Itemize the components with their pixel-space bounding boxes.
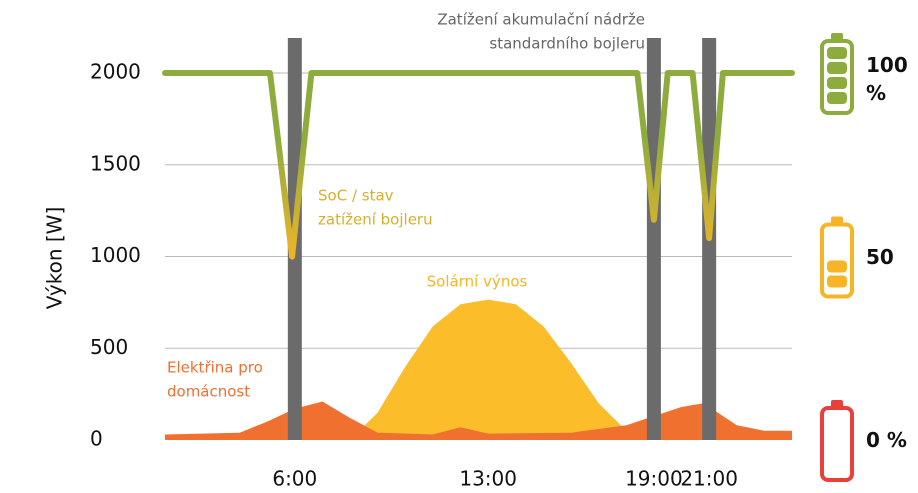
highlight-bar [646,38,661,440]
y-tick-label: 1000 [90,243,141,267]
series-label: Solární výnos [427,273,528,291]
x-tick-label: 13:00 [459,467,517,491]
battery-segment [827,47,847,59]
battery-body [820,406,854,482]
battery-label: 100 % [866,53,908,105]
battery [820,33,854,115]
x-tick-label: 21:00 [680,467,738,491]
y-axis-label: Výkon [W] [43,207,67,310]
battery-segment [827,77,847,89]
battery [820,216,854,299]
y-tick-label: 0 [90,427,103,451]
battery [820,400,854,482]
battery-body [820,222,854,299]
y-tick-label: 500 [90,335,128,359]
battery-segment [827,275,847,288]
y-tick-label: 1500 [90,151,141,175]
y-tick-label: 2000 [90,60,141,84]
x-tick-label: 6:00 [272,467,317,491]
battery-label: 50 [866,244,894,269]
series-label: domácnost [167,383,250,401]
highlight-label: Zatížení akumulační nádrže [437,11,645,29]
line [162,70,795,260]
series-label: SoC / stav [318,187,394,205]
battery-segment [827,62,847,74]
battery-segment [827,260,847,273]
series-label: Elektřina pro [167,359,263,377]
highlight-label: standardního bojleru [489,35,645,53]
battery-body [820,39,854,115]
battery-label: 0 % [866,428,907,452]
area [165,401,792,440]
area [350,299,654,440]
x-tick-label: 19:00 [625,467,683,491]
battery-segment [827,92,847,104]
series-label: zatížení bojleru [318,211,433,229]
